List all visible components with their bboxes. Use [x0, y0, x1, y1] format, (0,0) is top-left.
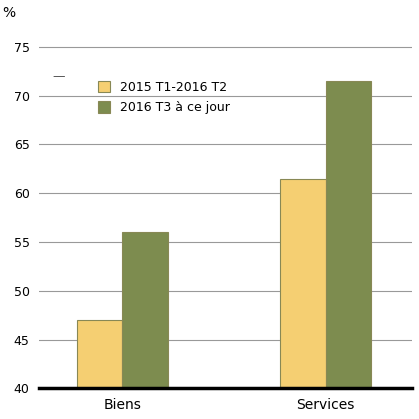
Text: —: — [52, 70, 65, 83]
Bar [77, 320, 122, 419]
Bar [326, 81, 371, 419]
Bar [122, 232, 168, 419]
Text: %: % [2, 6, 15, 20]
Bar [280, 178, 326, 419]
Legend: 2015 T1-2016 T2, 2016 T3 à ce jour: 2015 T1-2016 T2, 2016 T3 à ce jour [94, 77, 234, 118]
